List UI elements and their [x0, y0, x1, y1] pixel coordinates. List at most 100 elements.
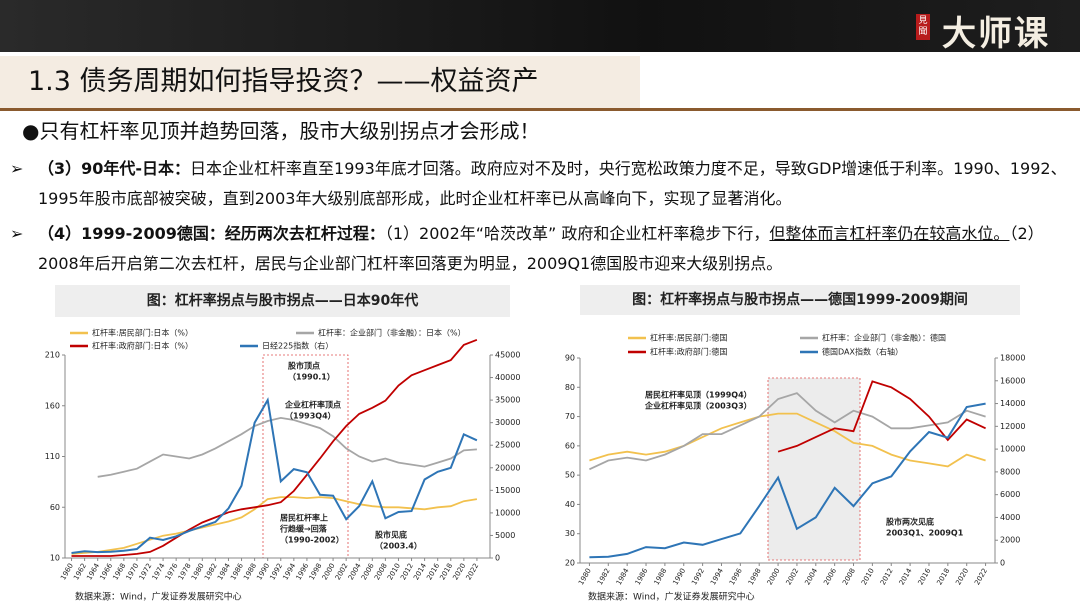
x-tick-label: 2008 [841, 567, 857, 586]
title-box [55, 285, 510, 317]
title-rule [0, 108, 1080, 111]
x-tick-label: 1998 [747, 567, 763, 586]
point: （4）1999-2009德国：经历两次去杠杆过程：（1）2002年“哈茨改革” … [10, 219, 1068, 279]
chart-title: 图：杠杆率拐点与股市拐点——德国1999-2009期间 [632, 291, 968, 308]
lead: ●只有杠杆率见顶并趋势回落，股市大级别拐点才会形成！ [22, 119, 540, 143]
point-bold: （3）90年代-日本： [38, 159, 191, 178]
y2-tick-label: 10000 [495, 508, 520, 517]
y2-tick-label: 35000 [495, 396, 520, 405]
annotation: 股市顶点 [288, 361, 320, 371]
y2-tick-label: 2000 [1000, 536, 1020, 545]
x-tick-label: 1986 [634, 567, 650, 587]
x-tick-label: 2016 [917, 567, 933, 587]
annotation: 行趋缓→回落 [279, 524, 328, 534]
y2-tick-label: 40000 [495, 373, 520, 382]
y2-tick-label: 45000 [495, 351, 520, 360]
y-tick-label: 110 [45, 452, 60, 461]
x-tick-label: 1980 [577, 567, 593, 586]
point-bold: （4）1999-2009德国：经历两次去杠杆过程： [38, 224, 385, 243]
x-tick-label: 2022 [465, 562, 481, 581]
y2-tick-label: 10000 [1000, 445, 1025, 454]
series-line [589, 402, 986, 559]
x-tick-label: 2000 [766, 567, 782, 586]
annotation: （1990.1） [288, 372, 335, 382]
source: 数据来源：Wind，广发证券发展研究中心 [75, 591, 242, 603]
x-tick-label: 1990 [671, 567, 687, 586]
legend-label: 杠杆率:政府部门:日本（%） [92, 341, 193, 351]
legend-label: 杠杆率：企业部门（非金融）：日本（%） [318, 328, 466, 338]
slide-title: 1.3 债务周期如何指导投资？——权益资产 [28, 66, 539, 97]
y-tick-label: 60 [565, 441, 575, 450]
x-tick-label: 2012 [879, 567, 895, 586]
y2-tick-label: 4000 [1000, 513, 1020, 522]
x-tick-label: 1994 [709, 567, 725, 587]
y-tick-label: 20 [565, 559, 575, 568]
legend-label: 杠杆率:居民部门:德国 [650, 333, 727, 343]
y2-tick-label: 30000 [495, 418, 520, 427]
top-band: 見聞 大师课 [0, 0, 1080, 54]
series-line [71, 338, 478, 557]
y-tick-label: 70 [565, 412, 575, 421]
point-text: 日本企业杠杆率直至1993年底才回落。政府应对不及时，央行宽松政策力度不足，导致… [38, 159, 1067, 208]
y2-tick-label: 0 [1000, 559, 1005, 568]
logo: 大师课 [942, 14, 1050, 54]
x-tick-label: 1984 [615, 567, 631, 587]
highlight [767, 377, 861, 561]
y-tick-label: 90 [565, 354, 575, 363]
annotation: 企业杠杆率顶点 [284, 400, 341, 410]
x-tick-label: 2020 [954, 567, 970, 586]
y2-tick-label: 0 [495, 554, 500, 563]
x-tick-label: 1988 [653, 567, 669, 586]
y-tick-label: 10 [50, 554, 60, 563]
y2-tick-label: 16000 [1000, 376, 1025, 385]
x-tick-label: 2006 [822, 567, 838, 587]
y2-tick-label: 6000 [1000, 490, 1020, 499]
y2-tick-label: 20000 [495, 463, 520, 472]
legend-label: 杠杆率:政府部门:德国 [650, 347, 727, 357]
series-line [97, 416, 477, 478]
y-tick-label: 210 [45, 351, 60, 360]
chart-title: 图：杠杆率拐点与股市拐点——日本90年代 [147, 292, 418, 309]
legend-label: 日经225指数（右） [262, 341, 333, 351]
x-tick-label: 1992 [690, 567, 706, 586]
annotation: 股市两次见底 [886, 517, 934, 527]
annotation: 企业杠杆率见顶（2003Q3） [644, 401, 752, 411]
y2-tick-label: 25000 [495, 441, 520, 450]
source: 数据来源：Wind，广发证券发展研究中心 [588, 591, 755, 603]
y2-tick-label: 8000 [1000, 467, 1020, 476]
point-text: （2）2008年后开启第二次去杠杆，居民与企业部门杠杆率回落更为明显，2009Q… [38, 224, 1044, 273]
x-tick-label: 2004 [803, 567, 819, 587]
annotation: 居民杠杆率上 [280, 513, 328, 523]
y2-tick-label: 18000 [1000, 354, 1025, 363]
legend-label: 杠杆率：企业部门（非金融）：德国 [822, 333, 946, 343]
y-tick-label: 40 [565, 500, 575, 509]
point-underline: 但整体而言杠杆率仍在较高水位。 [769, 224, 1010, 243]
series-line [777, 380, 986, 453]
x-tick-label: 2018 [935, 567, 951, 586]
y-tick-label: 30 [565, 529, 575, 538]
y-tick-label: 50 [565, 471, 575, 480]
y2-tick-label: 5000 [495, 531, 515, 540]
y-tick-label: 60 [50, 503, 60, 512]
x-tick-label: 1982 [596, 567, 612, 586]
title-box [580, 285, 1020, 315]
legend-label: 杠杆率:居民部门:日本（%） [92, 328, 193, 338]
x-tick-label: 2002 [785, 567, 801, 586]
annotation: （1990-2002） [280, 535, 344, 545]
annotation: （1993Q4） [285, 411, 336, 421]
legend-label: 德国DAX指数（右轴） [822, 347, 903, 357]
title-bar [0, 56, 640, 108]
series-line [589, 392, 986, 471]
x-tick-label: 2010 [860, 567, 876, 586]
annotation: 股市见底 [375, 530, 407, 540]
series-line [589, 412, 986, 468]
logo-mark: 見聞 [916, 14, 930, 40]
y2-tick-label: 14000 [1000, 399, 1025, 408]
annotation: 居民杠杆率见顶（1999Q4） [645, 390, 752, 400]
y-tick-label: 160 [45, 401, 60, 410]
x-tick-label: 2014 [898, 567, 914, 587]
y2-tick-label: 12000 [1000, 422, 1025, 431]
annotation: 2003Q1、2009Q1 [886, 529, 964, 538]
x-tick-label: 2022 [973, 567, 989, 586]
